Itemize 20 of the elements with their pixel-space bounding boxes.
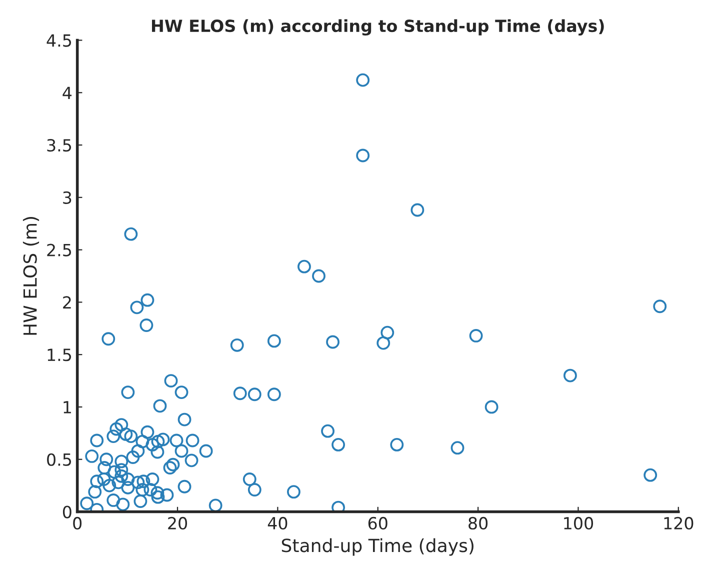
x-tick-label: 40 <box>268 516 288 530</box>
x-tick-label: 0 <box>73 516 82 530</box>
y-tick-label: 4 <box>62 86 72 99</box>
x-tick-label: 80 <box>468 516 488 530</box>
y-tick-label: 2.5 <box>47 244 72 256</box>
x-tick-label: 60 <box>368 516 388 530</box>
y-tick-label: 4.5 <box>46 34 72 47</box>
y-tick-label: 3 <box>63 191 72 204</box>
x-tick-label: 120 <box>664 516 694 530</box>
x-axis-title: Stand-up Time (days) <box>282 538 474 556</box>
y-tick-label: 0 <box>62 506 72 518</box>
y-axis-title: HW ELOS (m) <box>22 217 40 335</box>
y-tick-label: 0.5 <box>47 453 72 466</box>
x-tick-label: 100 <box>564 516 594 530</box>
x-tick-label: 20 <box>168 516 188 530</box>
y-tick-label: 3.5 <box>47 138 72 152</box>
y-tick-label: 2 <box>63 296 71 309</box>
chart-title: HW ELOS (m) according to Stand-up Time (days) <box>152 19 604 36</box>
y-tick-label: 1 <box>64 401 71 414</box>
y-tick-label: 1.5 <box>48 348 72 362</box>
